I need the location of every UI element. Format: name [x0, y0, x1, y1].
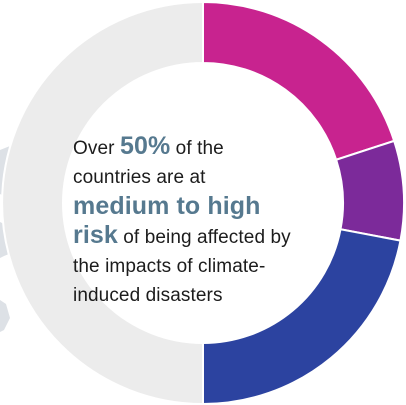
callout-line-2: countries are at [73, 167, 206, 188]
callout-line-1-post: of the [170, 138, 224, 159]
callout-line-5: the impacts of climate- [73, 256, 266, 277]
donut-slice-4 [1, 0, 204, 405]
callout-line-1-pre: Over [73, 138, 120, 159]
callout-risk-level: medium to high [73, 192, 261, 220]
donut-slice-2 [334, 139, 405, 242]
callout-percent: 50% [119, 132, 171, 160]
callout-risk-word: risk [73, 221, 118, 249]
callout-line-4-post: of being affected by [117, 227, 291, 248]
callout-text: Over 50% of the countries are at medium … [73, 132, 343, 310]
callout-line-6: induced disasters [73, 285, 223, 306]
callout-line-1: Over 50% of the [73, 132, 343, 163]
callout-line-4: risk of being affected by [73, 221, 343, 252]
